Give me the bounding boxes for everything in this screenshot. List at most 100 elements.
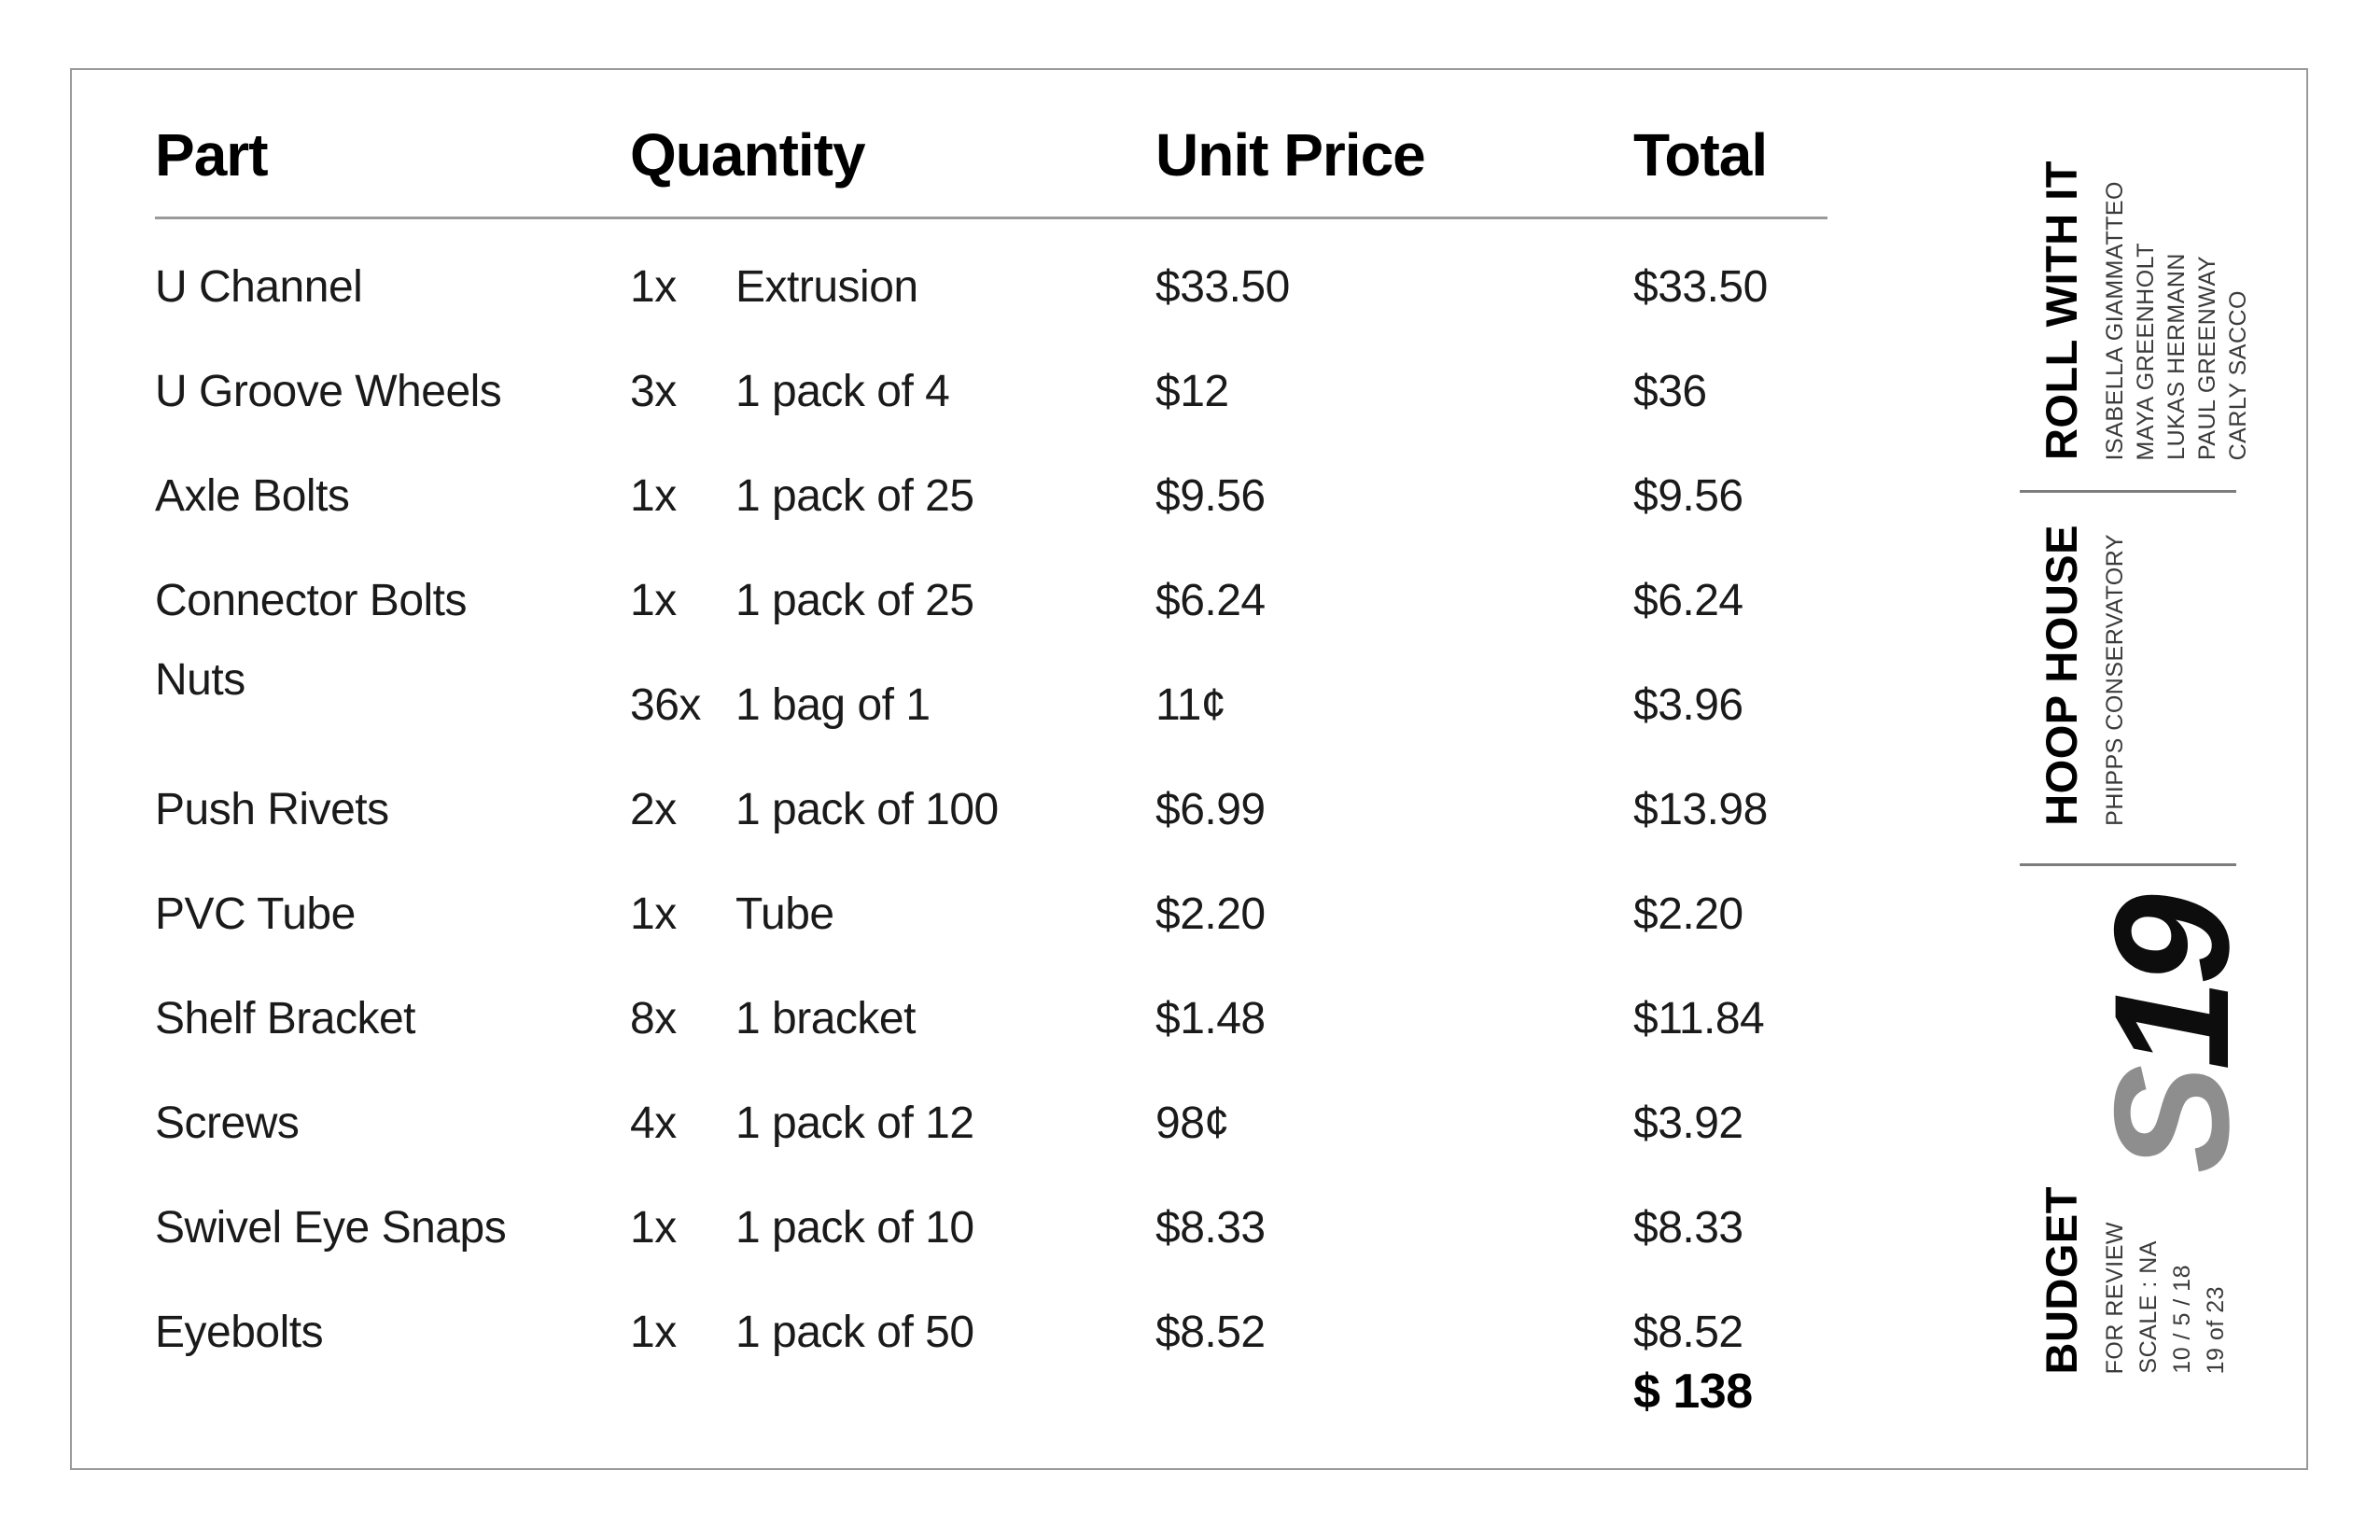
total-cell: $11.84 [1633, 993, 1765, 1043]
table-row: PVC Tube 1x Tube $2.20 $2.20 [155, 861, 1827, 966]
qty-cell: 4x [630, 1098, 677, 1148]
pack-cell: 1 pack of 25 [735, 575, 974, 625]
pack-cell: 1 bag of 1 [735, 679, 931, 730]
site-subtitle-list: PHIPPS CONSERVATORY [2102, 534, 2129, 826]
total-cell: $8.52 [1633, 1307, 1743, 1357]
unit-price-cell: $1.48 [1155, 993, 1266, 1043]
project-title: ROLL WITH IT [2037, 160, 2086, 460]
grand-total-row: $ 138 [155, 1362, 1827, 1421]
sheet-meta-line: SCALE : NA [2135, 1240, 2162, 1374]
part-cell: Eyebolts [155, 1307, 324, 1357]
part-cell: U Channel [155, 261, 363, 312]
team-member: PAUL GREENWAY [2194, 255, 2220, 460]
pack-cell: Tube [735, 889, 834, 939]
unit-price-cell: $12 [1155, 366, 1229, 416]
unit-price-cell: $2.20 [1155, 889, 1266, 939]
qty-cell: 8x [630, 993, 677, 1043]
total-cell: $8.33 [1633, 1202, 1743, 1253]
unit-price-cell: 98¢ [1155, 1098, 1229, 1148]
table-header-quantity: Quantity [630, 121, 866, 189]
total-cell: $36 [1633, 366, 1707, 416]
grand-total-value: $ 138 [1633, 1365, 1753, 1419]
total-cell: $3.96 [1633, 679, 1743, 730]
unit-price-cell: $6.99 [1155, 784, 1266, 834]
unit-price-cell: $8.52 [1155, 1307, 1266, 1357]
part-cell: Push Rivets [155, 784, 389, 834]
unit-price-cell: $33.50 [1155, 261, 1290, 312]
budget-table: Part Quantity Unit Price Total U Channel… [155, 121, 1827, 1421]
sheet-meta-list: FOR REVIEW SCALE : NA 10 / 5 / 18 19 of … [2102, 1222, 2230, 1374]
table-header-unit-price: Unit Price [1155, 121, 1426, 189]
titleblock-sheet-section: BUDGET FOR REVIEW SCALE : NA 10 / 5 / 18… [2037, 1185, 2230, 1374]
total-cell: $9.56 [1633, 470, 1743, 521]
table-row: Push Rivets 2x 1 pack of 100 $6.99 $13.9… [155, 757, 1827, 861]
table-body: U Channel 1x Extrusion $33.50 $33.50 U G… [155, 234, 1827, 1384]
titleblock-project-section: ROLL WITH IT ISABELLA GIAMMATTEO MAYA GR… [2037, 160, 2252, 460]
table-row: Axle Bolts 1x 1 pack of 25 $9.56 $9.56 [155, 443, 1827, 548]
qty-cell: 3x [630, 366, 677, 416]
pack-cell: 1 pack of 25 [735, 470, 974, 521]
table-row: U Groove Wheels 3x 1 pack of 4 $12 $36 [155, 339, 1827, 443]
qty-cell: 1x [630, 1202, 677, 1253]
total-cell: $33.50 [1633, 261, 1768, 312]
site-title: HOOP HOUSE [2037, 525, 2086, 826]
sheet-code-prefix: S [2081, 1070, 2263, 1173]
table-row: U Channel 1x Extrusion $33.50 $33.50 [155, 234, 1827, 339]
total-cell: $3.92 [1633, 1098, 1743, 1148]
sheet-meta-line: 10 / 5 / 18 [2169, 1265, 2195, 1374]
pack-cell: 1 bracket [735, 993, 916, 1043]
total-cell: $2.20 [1633, 889, 1743, 939]
unit-price-cell: 11¢ [1155, 679, 1226, 730]
sheet-code: S19 [2081, 900, 2263, 1173]
table-row: Eyebolts 1x 1 pack of 50 $8.52 $8.52 [155, 1280, 1827, 1384]
team-member: CARLY SACCO [2225, 289, 2251, 460]
table-row: Swivel Eye Snaps 1x 1 pack of 10 $8.33 $… [155, 1175, 1827, 1280]
sheet-meta-line: FOR REVIEW [2102, 1221, 2128, 1374]
sheet-title: BUDGET [2037, 1185, 2086, 1374]
table-header-row: Part Quantity Unit Price Total [155, 121, 1827, 219]
titleblock-divider [2020, 863, 2236, 866]
table-row: Shelf Bracket 8x 1 bracket $1.48 $11.84 [155, 966, 1827, 1071]
table-header-total: Total [1633, 121, 1768, 189]
total-cell: $13.98 [1633, 784, 1768, 834]
team-member: ISABELLA GIAMMATTEO [2102, 180, 2128, 460]
unit-price-cell: $8.33 [1155, 1202, 1266, 1253]
table-header-part: Part [155, 121, 269, 189]
qty-cell: 36x [630, 679, 701, 730]
pack-cell: Extrusion [735, 261, 918, 312]
pack-cell: 1 pack of 4 [735, 366, 950, 416]
qty-cell: 1x [630, 575, 677, 625]
project-team-list: ISABELLA GIAMMATTEO MAYA GREENHOLT LUKAS… [2102, 181, 2252, 460]
pack-cell: 1 pack of 12 [735, 1098, 974, 1148]
table-row: Connector Bolts 1x 1 pack of 25 $6.24 $6… [155, 548, 1827, 652]
titleblock-divider [2020, 490, 2236, 493]
qty-cell: 1x [630, 889, 677, 939]
unit-price-cell: $6.24 [1155, 575, 1266, 625]
part-cell: Axle Bolts [155, 470, 350, 521]
sheet-border [70, 68, 2308, 1470]
sheet-code-number: 19 [2081, 899, 2263, 1071]
qty-cell: 2x [630, 784, 677, 834]
part-cell: Shelf Bracket [155, 993, 415, 1043]
team-member: LUKAS HERMANN [2163, 253, 2190, 460]
part-cell: Connector Bolts [155, 575, 468, 625]
pack-cell: 1 pack of 50 [735, 1307, 974, 1357]
part-cell: PVC Tube [155, 889, 356, 939]
table-row: Nuts 36x 1 bag of 1 11¢ $3.96 [155, 652, 1827, 757]
titleblock-site-section: HOOP HOUSE PHIPPS CONSERVATORY [2037, 525, 2129, 826]
sheet-meta-line: 19 of 23 [2203, 1285, 2229, 1374]
site-subtitle: PHIPPS CONSERVATORY [2102, 534, 2128, 826]
pack-cell: 1 pack of 100 [735, 784, 999, 834]
part-cell: Nuts [155, 654, 245, 705]
sheet-code-section: S19 [2081, 900, 2263, 1173]
table-row: Screws 4x 1 pack of 12 98¢ $3.92 [155, 1071, 1827, 1175]
part-cell: U Groove Wheels [155, 366, 502, 416]
qty-cell: 1x [630, 261, 677, 312]
total-cell: $6.24 [1633, 575, 1743, 625]
qty-cell: 1x [630, 1307, 677, 1357]
team-member: MAYA GREENHOLT [2133, 242, 2159, 460]
part-cell: Screws [155, 1098, 300, 1148]
qty-cell: 1x [630, 470, 677, 521]
unit-price-cell: $9.56 [1155, 470, 1266, 521]
